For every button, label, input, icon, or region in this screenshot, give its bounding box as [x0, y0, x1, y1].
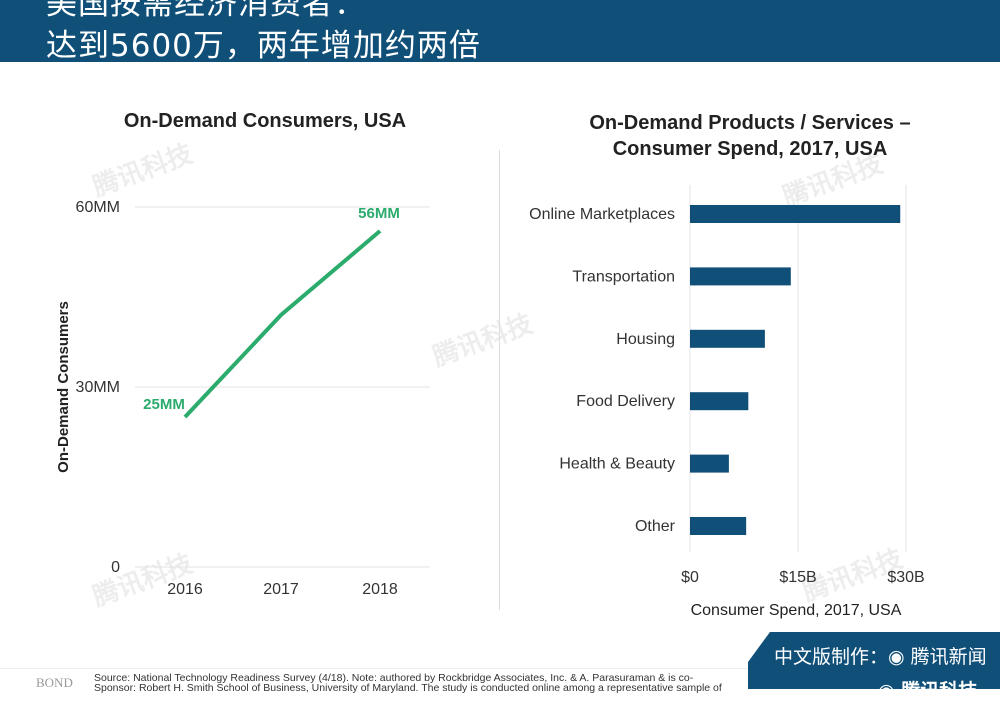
series-line [185, 231, 380, 417]
category-label: Other [635, 518, 676, 535]
bar [690, 392, 748, 410]
x-tick-label: $30B [887, 569, 924, 586]
data-label: 56MM [358, 205, 400, 222]
bar [690, 455, 729, 473]
source-note: Source: National Technology Readiness Su… [94, 673, 754, 693]
y-tick-label: 60MM [76, 199, 120, 216]
bar [690, 517, 746, 535]
badge-line-2: ◉ 腾讯科技 [878, 676, 977, 703]
translation-badge: 中文版制作：◉ 腾讯新闻 ◉ 腾讯科技 [748, 632, 1000, 689]
y-axis-label: On-Demand Consumers [55, 301, 72, 473]
x-tick-label: $15B [779, 569, 816, 586]
category-label: Housing [616, 331, 675, 348]
y-tick-label: 30MM [76, 379, 120, 396]
x-axis-label: Consumer Spend, 2017, USA [691, 602, 902, 619]
category-label: Health & Beauty [559, 456, 675, 473]
source-line-2: Sponsor: Robert H. Smith School of Busin… [94, 683, 754, 693]
bar [690, 205, 900, 223]
x-tick-label: $0 [681, 569, 699, 586]
category-label: Food Delivery [576, 393, 675, 410]
category-label: Transportation [572, 268, 675, 285]
x-tick-label: 2018 [362, 581, 398, 598]
badge-line-1: 中文版制作：◉ 腾讯新闻 [774, 642, 987, 669]
x-tick-label: 2017 [263, 581, 299, 598]
data-label: 25MM [143, 396, 185, 413]
y-tick-label: 0 [111, 559, 120, 576]
category-label: Online Marketplaces [529, 206, 675, 223]
bar [690, 330, 765, 348]
x-tick-label: 2016 [167, 581, 203, 598]
bar [690, 267, 791, 285]
